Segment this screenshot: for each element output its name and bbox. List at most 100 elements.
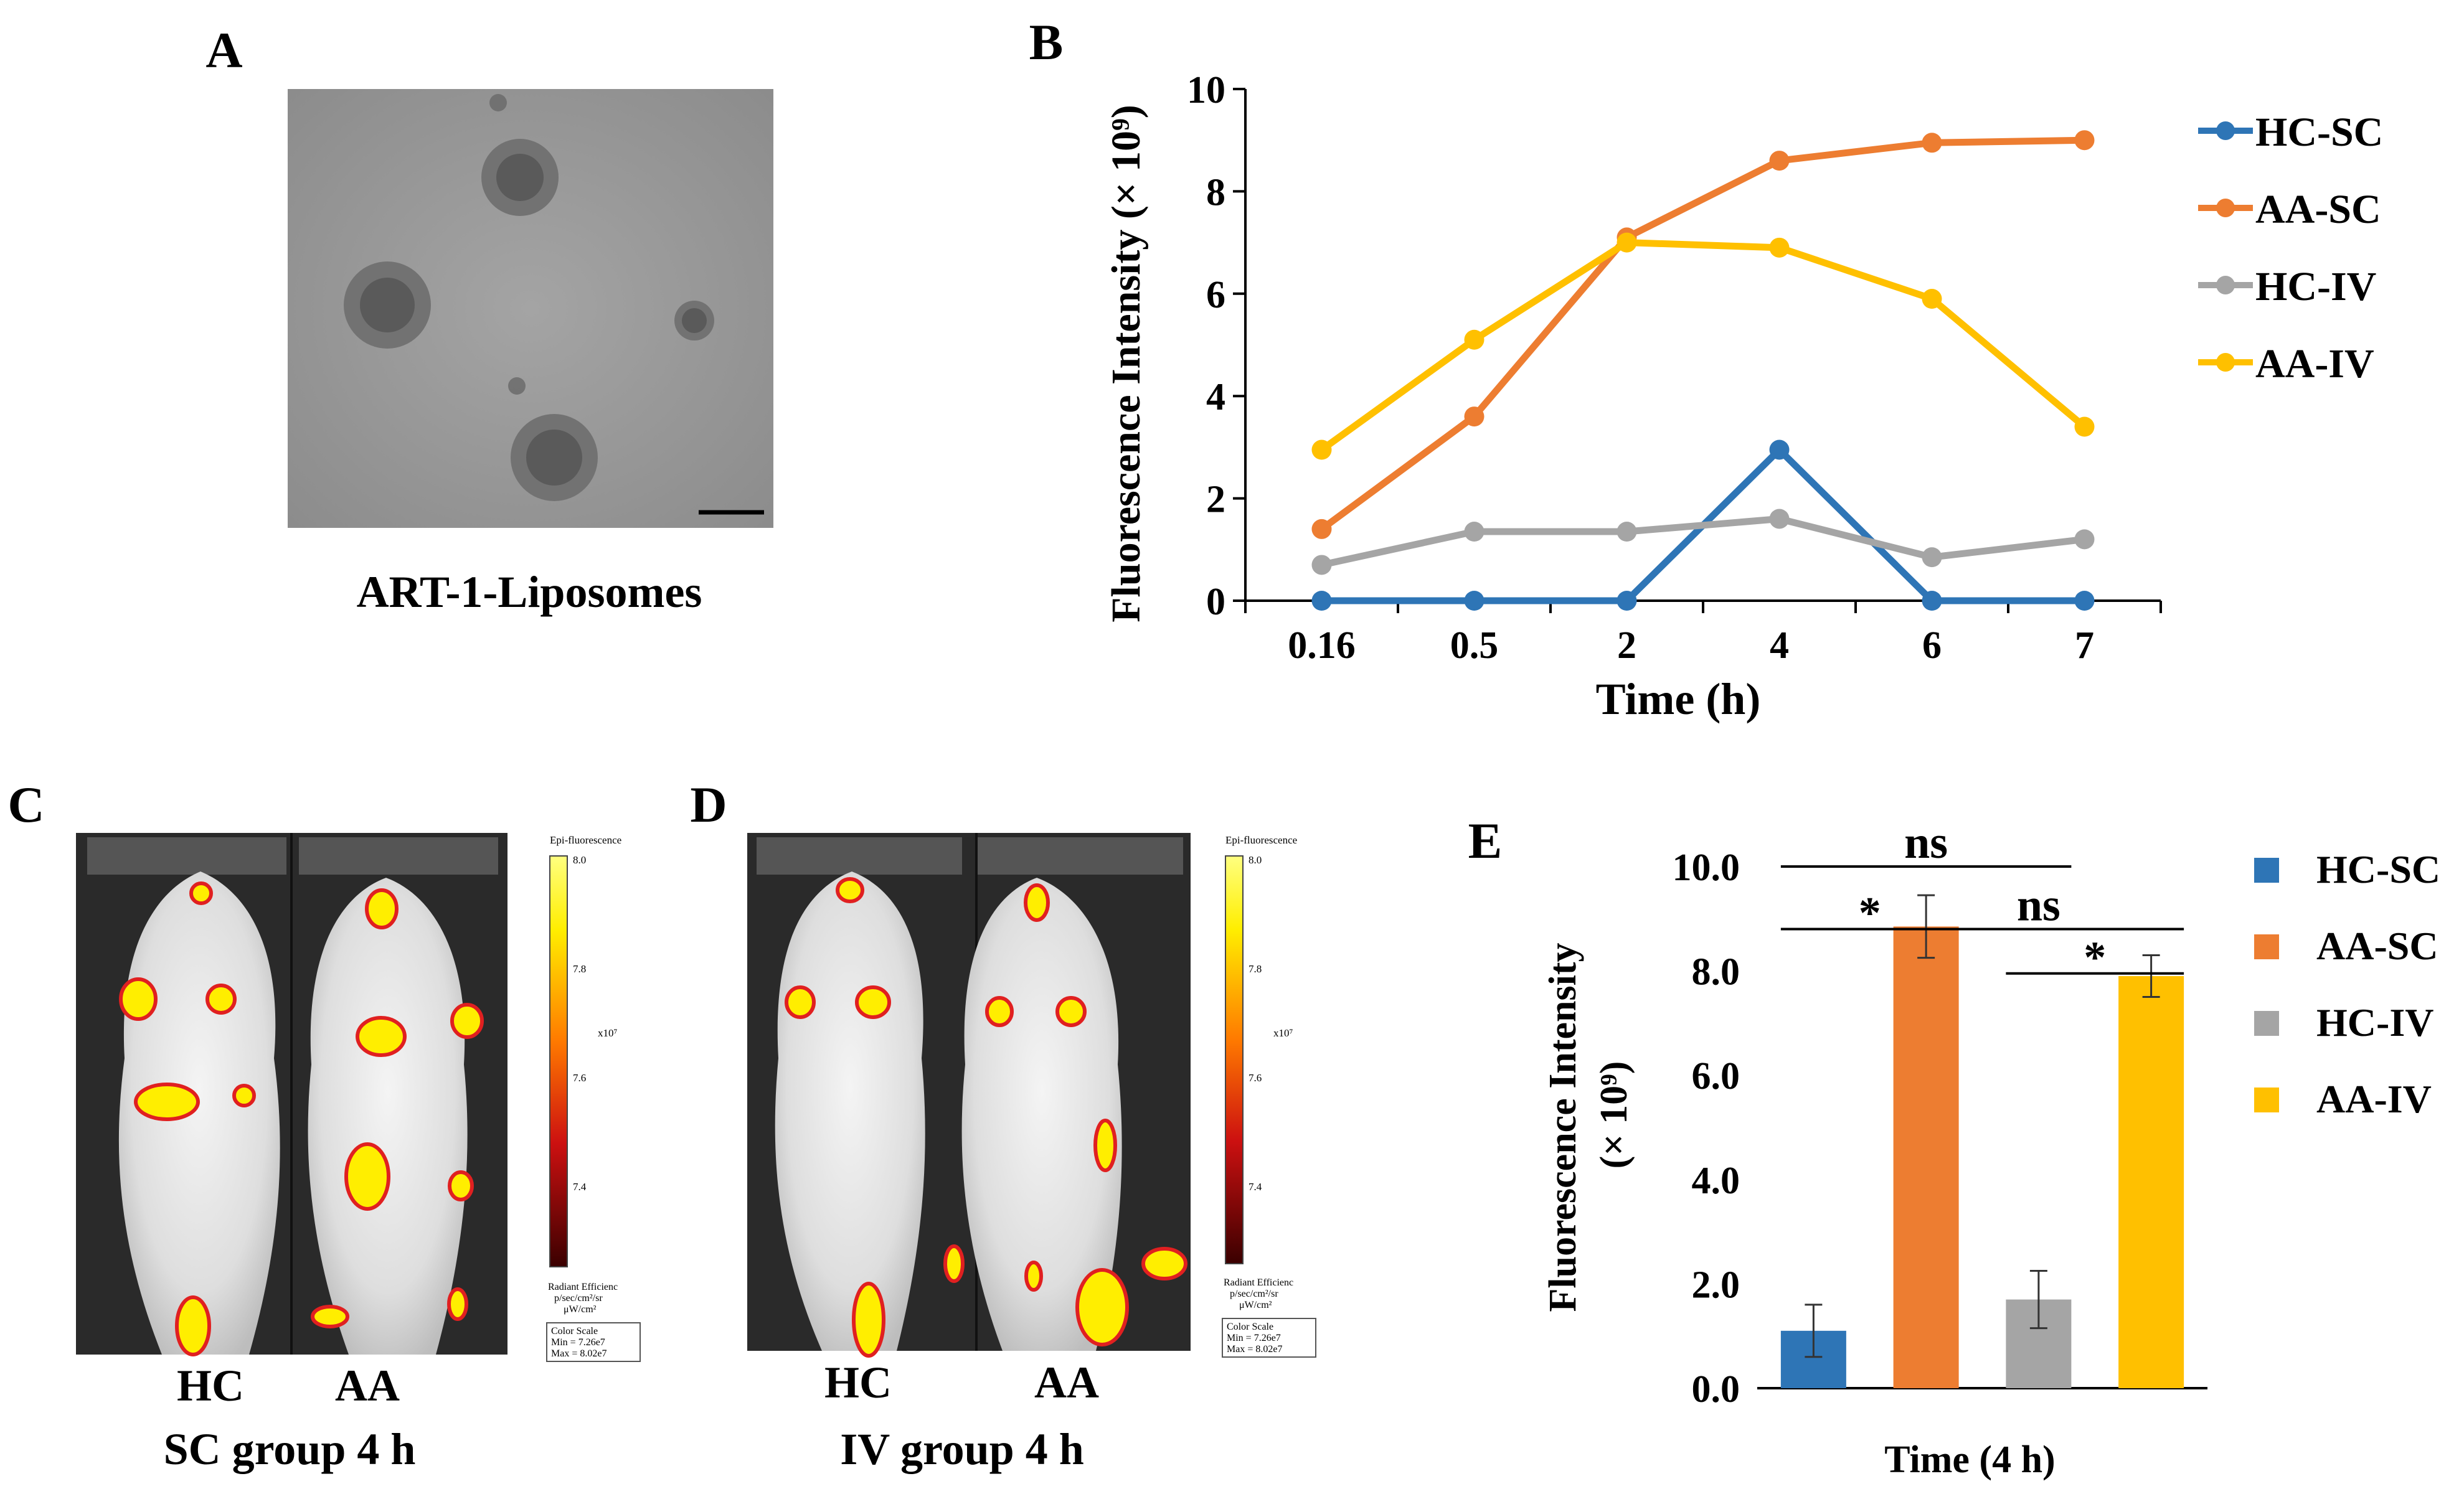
y-tick-label: 4 [1206,376,1225,418]
significance-label: ns [1904,817,1948,868]
x-tick-label: 0.16 [1288,624,1356,667]
legend-label: AA-SC [2255,187,2381,232]
data-point [1311,519,1332,539]
y-axis-label: (× 10⁹) [1593,1061,1635,1169]
y-axis-label: Fluorescence Intensity [1542,943,1584,1312]
legend-swatch [2254,934,2279,959]
x-axis-label: Time (4 h) [1884,1439,2055,1481]
y-tick-label: 8.0 [1692,951,1740,994]
data-point [1464,329,1485,350]
y-tick-label: 2 [1206,479,1225,521]
series-line [1321,515,2085,568]
legend-label: HC-IV [2255,264,2376,309]
panel-c-caption: SC group 4 h [164,1424,416,1474]
bar [1893,926,1959,1388]
data-point [1311,439,1332,460]
y-tick-label: 0.0 [1692,1368,1740,1411]
scale-title: Epi-fluorescence [1225,834,1297,846]
y-tick-label: 4.0 [1692,1160,1740,1202]
data-point [1922,591,1942,611]
y-tick-label: 8 [1206,171,1225,214]
color-scale-bar: Epi-fluorescence 8.0 7.8 7.6 7.4 x10⁷ Ra… [1222,834,1316,1358]
legend-label: HC-SC [2316,847,2440,891]
panel-e-letter: E [1468,812,1503,869]
scale-unit: p/sec/cm²/sr [554,1293,603,1304]
scale-box-text: Max = 8.02e7 [551,1348,607,1359]
aa-label: AA [1034,1358,1099,1407]
legend-label: HC-IV [2316,1000,2433,1045]
legend-marker [2216,353,2235,372]
legend-marker [2216,121,2235,140]
panel-d-letter: D [690,776,727,833]
significance-label: ns [2017,880,2060,931]
scale-tick: 8.0 [573,854,586,866]
y-tick-label: 0 [1206,581,1225,623]
scale-tick: 7.4 [1249,1181,1262,1193]
x-tick-label: 0.5 [1450,624,1499,667]
scale-tick: 7.8 [573,963,586,975]
legend-marker [2216,199,2235,217]
x-tick-label: 6 [1922,624,1942,667]
y-tick-label: 6 [1206,274,1225,316]
legend-label: AA-IV [2316,1077,2432,1121]
scale-unit: p/sec/cm²/sr [1230,1289,1278,1299]
data-point [1617,522,1637,542]
data-point [1922,133,1942,153]
scale-exponent: x10⁷ [1273,1027,1293,1039]
data-point [1617,591,1637,611]
y-tick-label: 2.0 [1692,1264,1740,1306]
data-point [1769,439,1790,460]
data-point [1464,406,1485,427]
scale-box-text: Color Scale [551,1326,598,1337]
significance-label: * [1859,888,1881,938]
data-point [2074,591,2095,611]
x-axis-label: Time (h) [1596,674,1761,724]
imaging-photo [76,833,507,1356]
panel-a-letter: A [205,22,242,78]
data-point [1922,547,1942,568]
legend-label: AA-SC [2316,924,2438,968]
scale-box-text: Min = 7.26e7 [1227,1333,1281,1343]
data-point [1464,591,1485,611]
panel-b: B 0 2 4 6 8 10 0.16 0.5 2 4 6 7 Time (h) Fluorescence… [1029,14,2384,724]
scale-tick: 7.6 [573,1072,586,1084]
data-point [1311,591,1332,611]
panel-d-caption: IV group 4 h [840,1424,1084,1474]
scale-unit: Radiant Efficienc [1224,1277,1293,1288]
scale-tick: 7.6 [1249,1072,1262,1084]
y-tick-label: 10 [1187,69,1225,111]
scale-unit: μW/cm² [564,1304,597,1315]
data-point [1769,509,1790,529]
legend-marker [2216,276,2235,294]
x-tick-label: 7 [2075,624,2094,667]
panel-e: E 0.0 2.0 4.0 6.0 8.0 10.0 Fluorescence Intens… [1468,812,2440,1481]
data-point [1464,522,1485,542]
panel-a: A ART-1-Liposomes [205,22,773,617]
panel-d: D Epi-fluoresce [690,776,1316,1474]
tem-micrograph [288,89,773,528]
scale-unit: μW/cm² [1239,1300,1272,1310]
line-chart: 0 2 4 6 8 10 0.16 0.5 2 4 6 7 Time (h) Fluorescence I… [1103,69,2383,724]
x-tick-label: 4 [1770,624,1789,667]
series-line [1319,239,2087,453]
legend-label: AA-IV [2255,341,2374,387]
scale-box-text: Min = 7.26e7 [551,1337,605,1348]
panel-c-letter: C [7,776,44,833]
data-point [2074,130,2095,151]
scale-box-text: Color Scale [1227,1322,1273,1332]
data-point [2074,529,2095,550]
panel-b-letter: B [1029,14,1064,70]
y-axis-label: Fluorescence Intensity (× 10⁹) [1103,105,1149,622]
scale-tick: 8.0 [1249,854,1262,866]
hc-label: HC [824,1358,892,1407]
y-tick-label: 6.0 [1692,1055,1740,1097]
x-tick-label: 2 [1617,624,1636,667]
scale-box-text: Max = 8.02e7 [1227,1344,1282,1355]
data-point [1617,232,1637,253]
legend-label: HC-SC [2255,110,2383,155]
data-point [1922,289,1942,309]
scale-title: Epi-fluorescence [550,834,621,846]
legend-swatch [2254,1088,2279,1112]
legend-swatch [2254,858,2279,883]
